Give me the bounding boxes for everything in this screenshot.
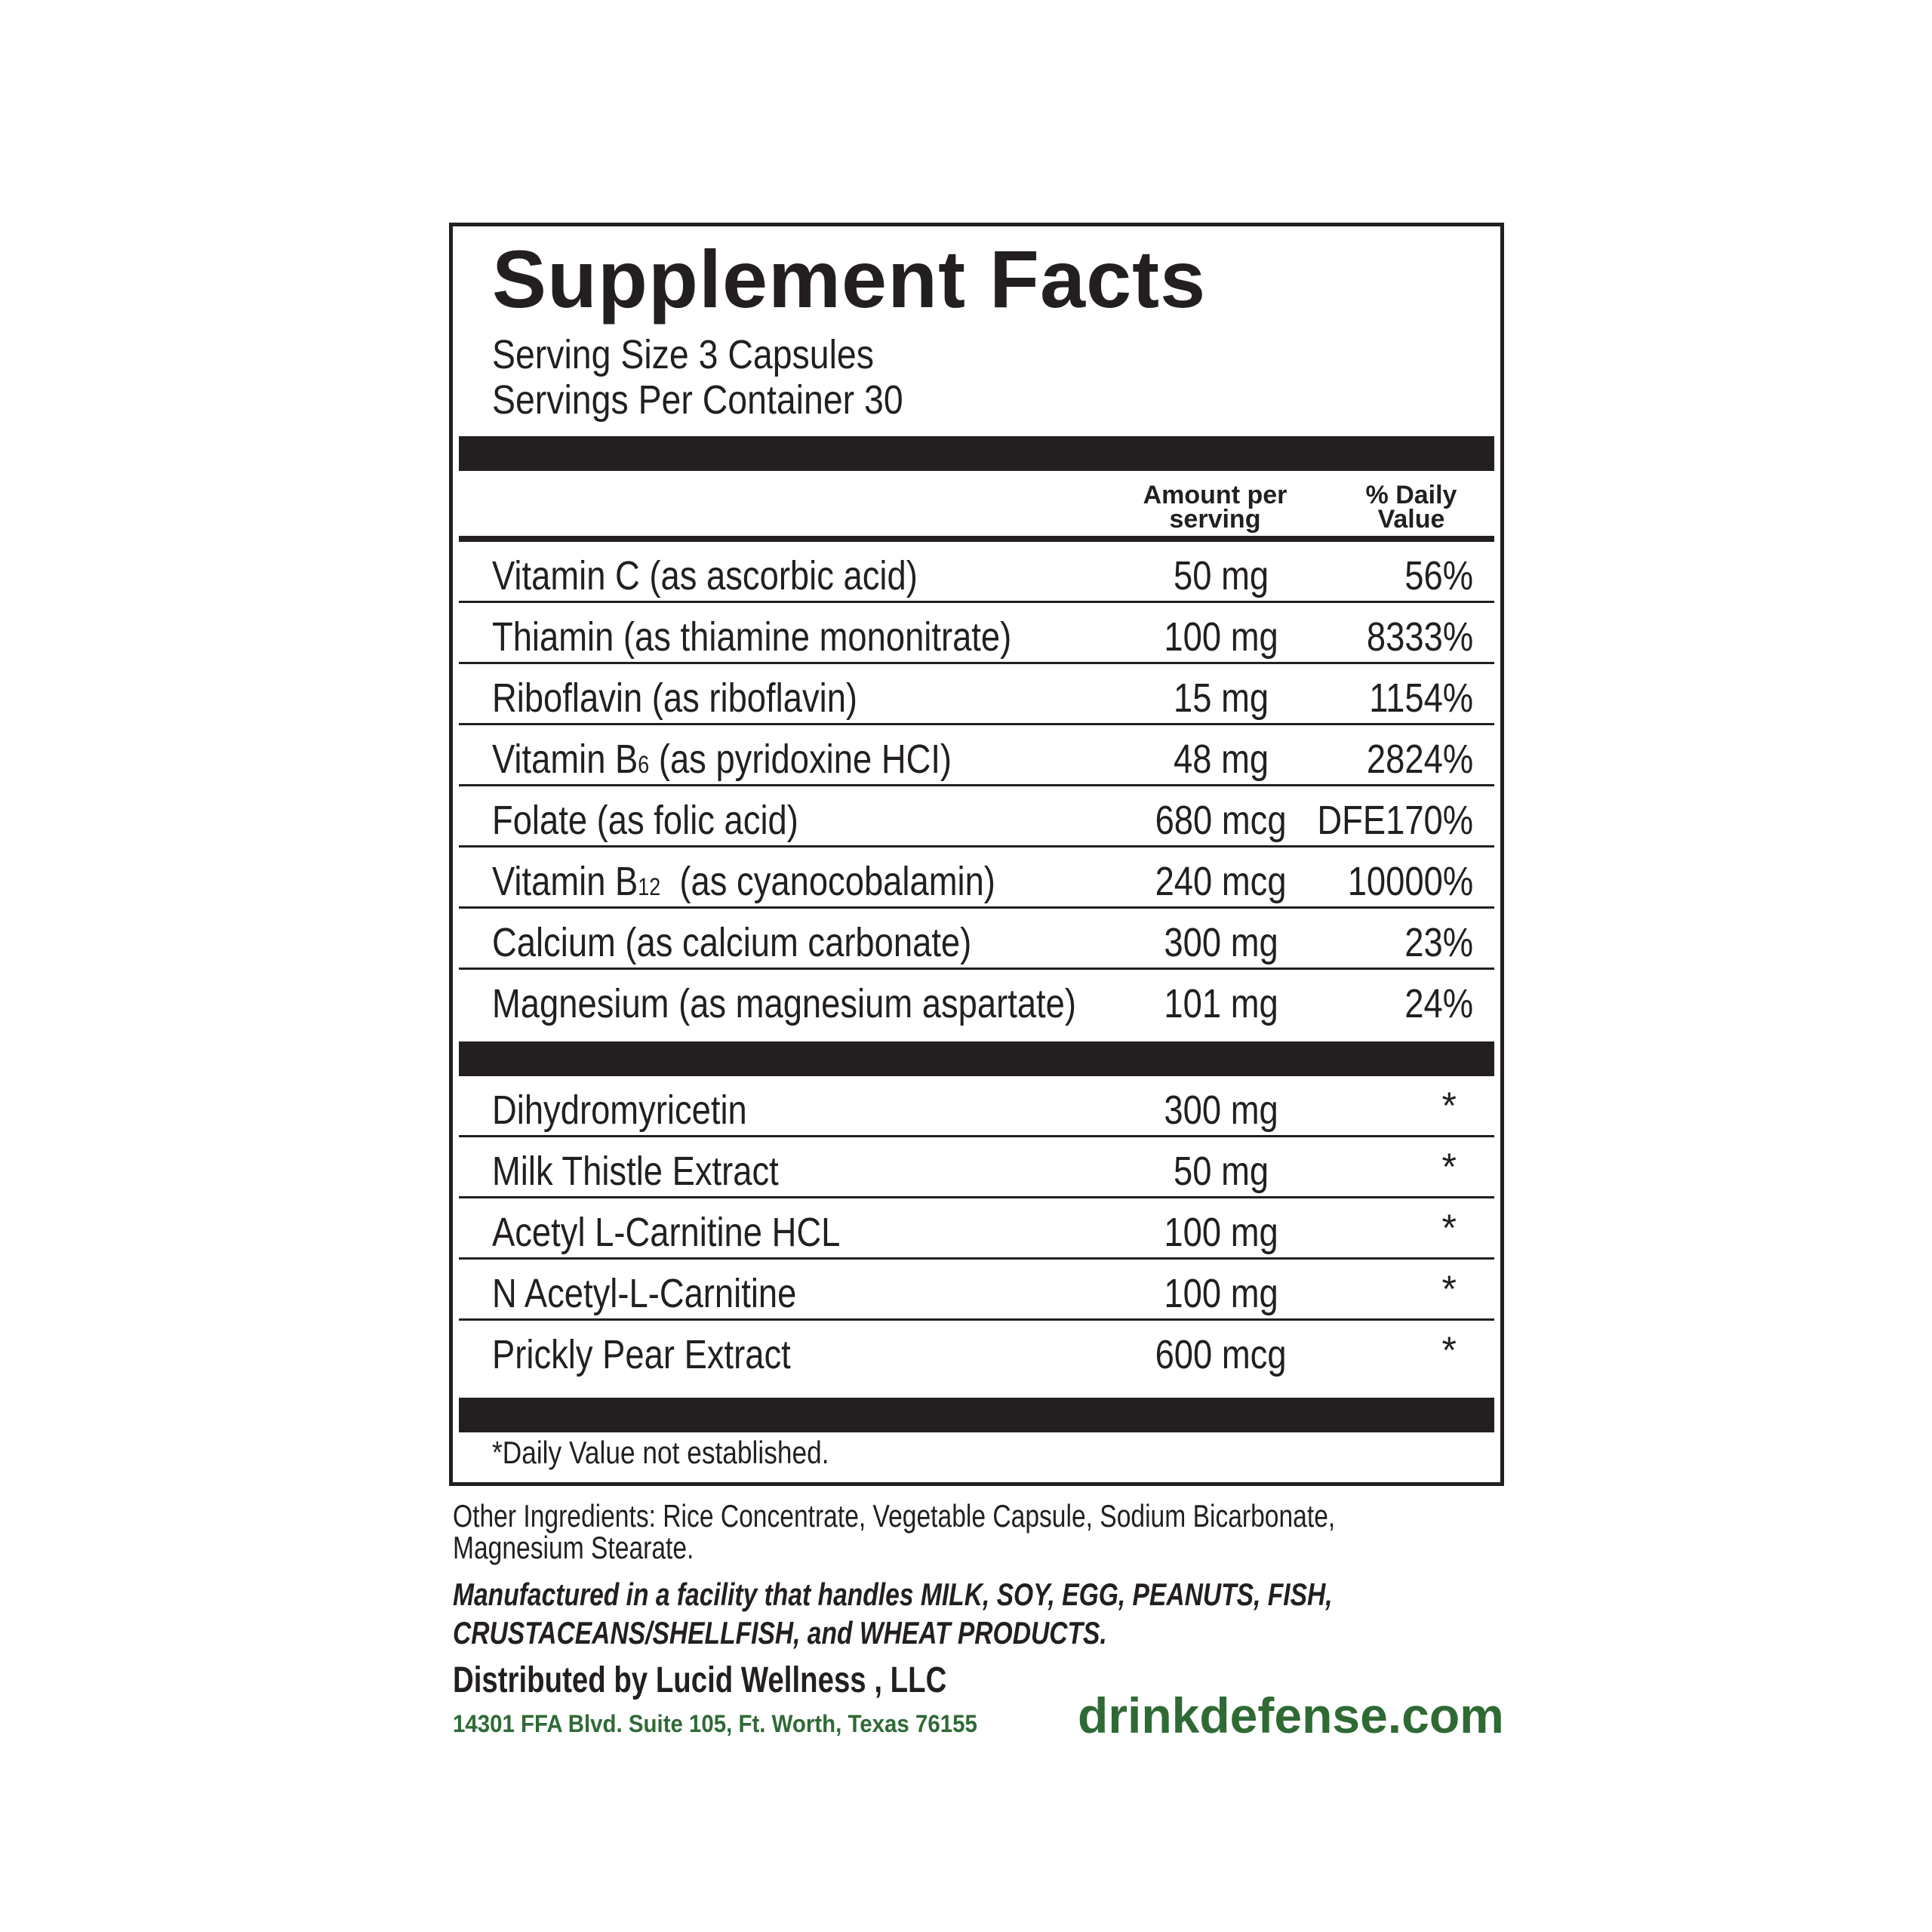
header-amount: Amount per serving bbox=[1143, 481, 1287, 534]
nutrient-name: Riboflavin (as riboflavin) bbox=[492, 675, 858, 721]
nutrient-daily-value: 8333% bbox=[1366, 614, 1473, 660]
other-ingredients: Other Ingredients: Rice Concentrate, Veg… bbox=[453, 1498, 1336, 1534]
website-link[interactable]: drinkdefense.com bbox=[1078, 1687, 1504, 1743]
nutrient-amount: 48 mg bbox=[1173, 737, 1269, 782]
nutrient-amount: 50 mg bbox=[1173, 553, 1269, 598]
nutrient-amount: 600 mcg bbox=[1155, 1332, 1287, 1377]
vitamins-row: Vitamin B12 (as cyanocobalamin) 240 mcg 10… bbox=[459, 848, 1494, 909]
address: 14301 FFA Blvd. Suite 105, Ft. Worth, Te… bbox=[453, 1710, 977, 1737]
nutrient-name: Acetyl L-Carnitine HCL bbox=[492, 1210, 841, 1255]
supplement-facts-panel: Supplement Facts Serving Size 3 Capsules… bbox=[449, 223, 1504, 1486]
vitamins-row: Calcium (as calcium carbonate) 300 mg 23% bbox=[459, 909, 1494, 970]
servings-per-container: Servings Per Container 30 bbox=[492, 377, 903, 423]
other-ingredients-cont: Magnesium Stearate. bbox=[453, 1530, 694, 1565]
vitamins-row: Magnesium (as magnesium aspartate) 101 mg… bbox=[459, 970, 1494, 1029]
nutrient-daily-value: 10000% bbox=[1347, 859, 1473, 904]
nutrient-amount: 100 mg bbox=[1164, 1210, 1278, 1255]
nutrient-amount: 100 mg bbox=[1164, 1271, 1278, 1316]
nutrient-name: Milk Thistle Extract bbox=[492, 1149, 779, 1194]
thick-divider-middle bbox=[459, 1041, 1494, 1076]
distributor: Distributed by Lucid Wellness , LLC bbox=[453, 1660, 947, 1700]
header-divider bbox=[459, 536, 1494, 542]
nutrient-daily-value: * bbox=[1441, 1329, 1457, 1371]
nutrient-name: Vitamin B6 (as pyridoxine HCI) bbox=[492, 737, 952, 782]
nutrient-name: Prickly Pear Extract bbox=[492, 1332, 791, 1377]
others-row: N Acetyl-L-Carnitine 100 mg * bbox=[459, 1260, 1494, 1321]
nutrient-name: Thiamin (as thiamine mononitrate) bbox=[492, 614, 1012, 660]
vitamins-row: Thiamin (as thiamine mononitrate) 100 mg 8… bbox=[459, 603, 1494, 664]
vitamins-row: Vitamin B6 (as pyridoxine HCI) 48 mg 2824% bbox=[459, 725, 1494, 786]
nutrient-amount: 15 mg bbox=[1173, 675, 1269, 721]
nutrient-name: Magnesium (as magnesium aspartate) bbox=[492, 981, 1076, 1026]
nutrient-name: Vitamin C (as ascorbic acid) bbox=[492, 553, 918, 598]
others-row: Dihydromyricetin 300 mg * bbox=[459, 1076, 1494, 1137]
nutrient-name: Dihydromyricetin bbox=[492, 1088, 747, 1133]
nutrient-daily-value: * bbox=[1441, 1268, 1457, 1310]
nutrient-daily-value: 23% bbox=[1404, 920, 1473, 965]
nutrient-daily-value: 2824% bbox=[1366, 737, 1473, 782]
nutrient-amount: 300 mg bbox=[1164, 1088, 1278, 1133]
nutrient-daily-value: 56% bbox=[1404, 553, 1473, 598]
vitamins-row: Folate (as folic acid) 680 mcg DFE170% bbox=[459, 786, 1494, 848]
vitamins-row: Riboflavin (as riboflavin) 15 mg 1154% bbox=[459, 664, 1494, 725]
nutrient-daily-value: * bbox=[1441, 1207, 1457, 1249]
thick-divider-top bbox=[459, 436, 1494, 471]
nutrient-daily-value: DFE170% bbox=[1317, 798, 1473, 843]
nutrient-name: Vitamin B12 (as cyanocobalamin) bbox=[492, 859, 995, 904]
nutrient-amount: 100 mg bbox=[1164, 614, 1278, 660]
nutrient-amount: 50 mg bbox=[1173, 1149, 1269, 1194]
nutrient-name: Folate (as folic acid) bbox=[492, 798, 798, 843]
others-row: Prickly Pear Extract 600 mcg * bbox=[459, 1321, 1494, 1380]
panel-title: Supplement Facts bbox=[492, 233, 1207, 325]
serving-size: Serving Size 3 Capsules bbox=[492, 332, 874, 377]
header-daily-value: % Daily Value bbox=[1365, 481, 1457, 534]
nutrient-amount: 240 mcg bbox=[1155, 859, 1287, 904]
others-row: Milk Thistle Extract 50 mg * bbox=[459, 1137, 1494, 1198]
footnote-row: *Daily Value not established. bbox=[459, 1432, 1494, 1481]
allergen-statement-cont: CRUSTACEANS/SHELLFISH, and WHEAT PRODUCT… bbox=[453, 1615, 1107, 1651]
nutrient-name: Calcium (as calcium carbonate) bbox=[492, 920, 972, 965]
footnote: *Daily Value not established. bbox=[492, 1435, 829, 1470]
nutrient-daily-value: * bbox=[1441, 1084, 1457, 1127]
nutrient-amount: 680 mcg bbox=[1155, 798, 1287, 843]
nutrient-amount: 101 mg bbox=[1164, 981, 1278, 1026]
nutrient-amount: 300 mg bbox=[1164, 920, 1278, 965]
thick-divider-bottom bbox=[459, 1398, 1494, 1432]
others-row: Acetyl L-Carnitine HCL 100 mg * bbox=[459, 1198, 1494, 1260]
vitamins-row: Vitamin C (as ascorbic acid) 50 mg 56% bbox=[459, 542, 1494, 603]
allergen-statement: Manufactured in a facility that handles … bbox=[453, 1577, 1333, 1612]
nutrient-daily-value: 24% bbox=[1404, 981, 1473, 1026]
nutrient-name: N Acetyl-L-Carnitine bbox=[492, 1271, 797, 1316]
nutrient-daily-value: * bbox=[1441, 1146, 1457, 1188]
nutrient-daily-value: 1154% bbox=[1369, 675, 1473, 721]
